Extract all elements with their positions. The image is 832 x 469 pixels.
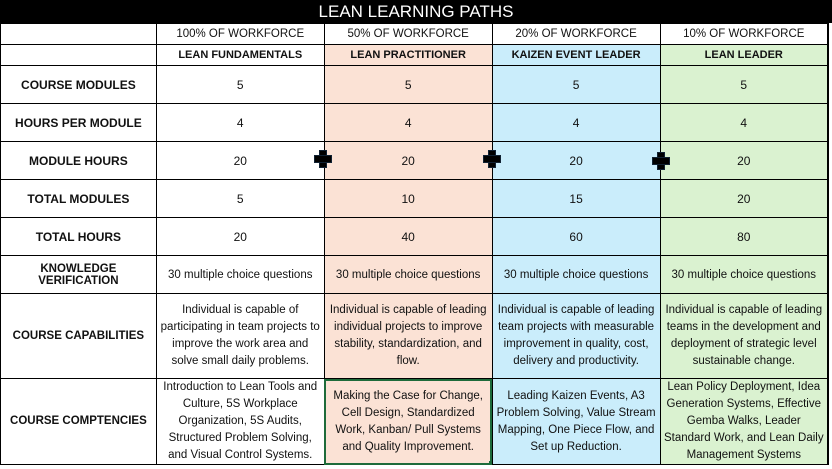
cell[interactable]: 60: [491, 217, 661, 256]
cell[interactable]: 4: [491, 103, 661, 142]
workforce-practitioner[interactable]: 50% OF WORKFORCE: [323, 23, 493, 45]
path-header-practitioner[interactable]: LEAN PRACTITIONER: [323, 44, 493, 66]
corner-cell[interactable]: [0, 23, 157, 45]
cell[interactable]: 4: [155, 103, 325, 142]
cell[interactable]: 5: [155, 179, 325, 218]
workforce-leader[interactable]: 10% OF WORKFORCE: [659, 23, 829, 45]
lean-paths-table: 100% OF WORKFORCE 50% OF WORKFORCE 20% O…: [0, 23, 829, 465]
cell[interactable]: Leading Kaizen Events, A3 Problem Solvin…: [491, 378, 661, 465]
row-label[interactable]: KNOWLEDGE VERIFICATION: [0, 255, 157, 294]
cell[interactable]: 20: [659, 141, 829, 180]
row-course-competencies: COURSE COMPTENCIES Introduction to Lean …: [0, 378, 829, 465]
move-cursor-icon: [652, 152, 670, 170]
cell[interactable]: 20: [155, 217, 325, 256]
row-label[interactable]: COURSE COMPTENCIES: [0, 378, 157, 465]
row-label[interactable]: HOURS PER MODULE: [0, 103, 157, 142]
cell[interactable]: 15: [491, 179, 661, 218]
cell[interactable]: Lean Policy Deployment, Idea Generation …: [659, 378, 829, 465]
cell[interactable]: 4: [659, 103, 829, 142]
cell[interactable]: 5: [155, 65, 325, 104]
sheet-title: LEAN LEARNING PATHS: [0, 0, 832, 23]
workforce-fundamentals[interactable]: 100% OF WORKFORCE: [155, 23, 325, 45]
cell[interactable]: 5: [323, 65, 493, 104]
cell[interactable]: 10: [323, 179, 493, 218]
workforce-kaizen[interactable]: 20% OF WORKFORCE: [491, 23, 661, 45]
cell-text: Making the Case for Change, Cell Design,…: [333, 389, 483, 453]
cell[interactable]: 5: [659, 65, 829, 104]
row-hours-per-module: HOURS PER MODULE 4 4 4 4: [0, 103, 829, 142]
cell[interactable]: 40: [323, 217, 493, 256]
cell[interactable]: 30 multiple choice questions: [323, 255, 493, 294]
path-header-leader[interactable]: LEAN LEADER: [659, 44, 829, 66]
cell[interactable]: 30 multiple choice questions: [659, 255, 829, 294]
row-label[interactable]: TOTAL MODULES: [0, 179, 157, 218]
row-label[interactable]: TOTAL HOURS: [0, 217, 157, 256]
row-label[interactable]: MODULE HOURS: [0, 141, 157, 180]
cell[interactable]: 20: [323, 141, 493, 180]
cell[interactable]: 20: [491, 141, 661, 180]
cell[interactable]: Introduction to Lean Tools and Culture, …: [155, 378, 325, 465]
cell[interactable]: 5: [491, 65, 661, 104]
cell[interactable]: 4: [323, 103, 493, 142]
cell[interactable]: Individual is capable of leading team pr…: [491, 293, 661, 379]
row-label[interactable]: COURSE MODULES: [0, 65, 157, 104]
row-label[interactable]: COURSE CAPABILITIES: [0, 293, 157, 379]
selected-cell[interactable]: Making the Case for Change, Cell Design,…: [323, 378, 493, 465]
cell[interactable]: 30 multiple choice questions: [491, 255, 661, 294]
move-cursor-icon: [314, 150, 332, 168]
move-cursor-icon: [483, 150, 501, 168]
cell[interactable]: Individual is capable of leading teams i…: [659, 293, 829, 379]
cell[interactable]: Individual is capable of participating i…: [155, 293, 325, 379]
cell[interactable]: 30 multiple choice questions: [155, 255, 325, 294]
row-course-capabilities: COURSE CAPABILITIES Individual is capabl…: [0, 293, 829, 379]
cell[interactable]: Individual is capable of leading individ…: [323, 293, 493, 379]
row-total-modules: TOTAL MODULES 5 10 15 20: [0, 179, 829, 218]
row-total-hours: TOTAL HOURS 20 40 60 80: [0, 217, 829, 256]
fill-handle[interactable]: [488, 461, 492, 464]
row-knowledge-verification: KNOWLEDGE VERIFICATION 30 multiple choic…: [0, 255, 829, 294]
corner-cell-2[interactable]: [0, 44, 157, 66]
row-module-hours: MODULE HOURS 20 20 20 20: [0, 141, 829, 180]
cell[interactable]: 20: [659, 179, 829, 218]
path-header-kaizen[interactable]: KAIZEN EVENT LEADER: [491, 44, 661, 66]
cell[interactable]: 20: [155, 141, 325, 180]
row-course-modules: COURSE MODULES 5 5 5 5: [0, 65, 829, 104]
cell[interactable]: 80: [659, 217, 829, 256]
path-header-fundamentals[interactable]: LEAN FUNDAMENTALS: [155, 44, 325, 66]
